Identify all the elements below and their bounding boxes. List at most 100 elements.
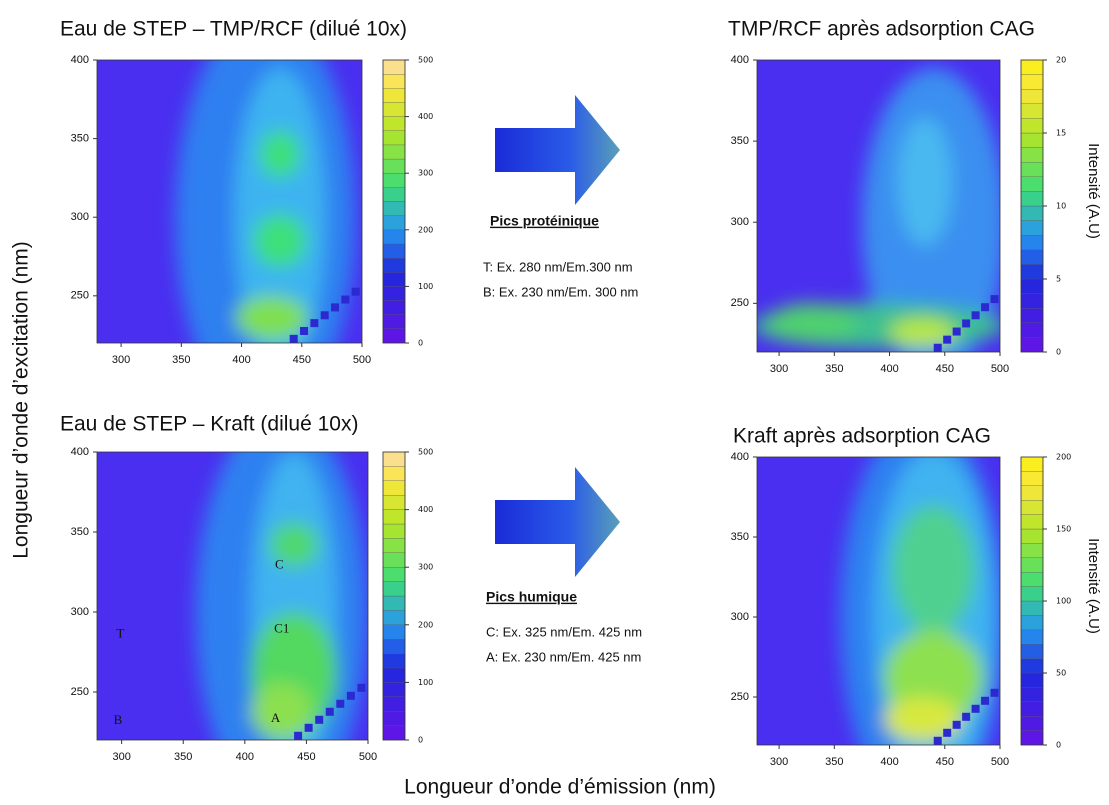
colorbar-band <box>1020 74 1044 90</box>
scatter-band <box>943 728 952 737</box>
colorbar-band <box>1020 293 1044 309</box>
colorbar-tick-label: 5 <box>1056 275 1061 284</box>
colorbar-tick-label: 200 <box>1056 453 1071 462</box>
colorbar-tick-label: 50 <box>1056 669 1066 678</box>
contour-region <box>269 522 319 568</box>
colorbar-band <box>1020 456 1044 472</box>
colorbar-band <box>1020 278 1044 294</box>
y-tick-label: 300 <box>731 611 749 623</box>
y-tick-label: 400 <box>731 451 749 463</box>
scatter-band <box>341 295 350 304</box>
colorbar-tick-label: 300 <box>418 169 433 178</box>
colorbar-band <box>382 257 406 273</box>
colorbar-band <box>382 130 406 146</box>
colorbar-band <box>1020 59 1044 75</box>
colorbar-band <box>1020 118 1044 134</box>
y-tick-label: 250 <box>71 686 89 698</box>
y-tick-label: 400 <box>71 446 89 458</box>
colorbar-band <box>382 300 406 315</box>
contour-field <box>175 60 356 343</box>
scatter-band <box>990 688 999 697</box>
colorbar-band <box>382 451 406 467</box>
y-tick-label: 400 <box>731 54 749 66</box>
colorbar-band <box>1020 672 1044 688</box>
peak-label: A <box>271 710 281 725</box>
y-tick-label: 350 <box>731 135 749 147</box>
x-tick-label: 500 <box>991 756 1009 768</box>
colorbar-band <box>1020 132 1044 148</box>
scatter-band <box>304 723 313 732</box>
contour-region <box>250 682 313 740</box>
x-tick-label: 400 <box>236 751 254 763</box>
colorbar-band <box>382 272 406 287</box>
colorbar-band <box>1020 89 1044 104</box>
colorbar-band <box>382 682 406 697</box>
x-tick-label: 500 <box>991 363 1009 375</box>
colorbar-band <box>382 667 406 683</box>
colorbar-band <box>382 639 406 654</box>
peak-note: A: Ex. 230 nm/Em. 425 nm <box>486 649 641 664</box>
colorbar-tick-label: 300 <box>418 563 433 572</box>
colorbar-band <box>1020 337 1044 353</box>
colorbar-band <box>382 567 406 582</box>
x-tick-label: 500 <box>359 751 377 763</box>
arrow <box>495 95 620 205</box>
colorbar-tick-label: 150 <box>1056 525 1071 534</box>
x-tick-label: 450 <box>936 363 954 375</box>
colorbar-band <box>1020 687 1044 702</box>
colorbar-band <box>1020 485 1044 501</box>
scatter-band <box>971 704 980 713</box>
scatter-band <box>971 311 980 320</box>
x-tick-label: 350 <box>825 363 843 375</box>
y-tick-label: 350 <box>71 133 89 145</box>
contour-region <box>897 116 953 247</box>
scatter-band <box>289 334 298 343</box>
colorbar-band <box>382 509 406 525</box>
y-tick-label: 250 <box>731 297 749 309</box>
y-tick-label: 350 <box>731 531 749 543</box>
colorbar-band <box>382 581 406 597</box>
x-tick-label: 400 <box>880 756 898 768</box>
colorbar-band <box>382 610 406 625</box>
colorbar-tick-label: 200 <box>418 225 433 234</box>
contour-plot <box>97 60 362 343</box>
colorbar-tick-label: 400 <box>418 505 433 514</box>
y-tick-label: 300 <box>71 606 89 618</box>
scatter-band <box>336 699 345 708</box>
colorbar-band <box>1020 249 1044 265</box>
scatter-band <box>943 335 952 344</box>
colorbar-band <box>382 102 406 117</box>
colorbar-label: Intensité (A.U) <box>1085 143 1102 239</box>
peaks-heading: Pics protéinique <box>490 213 599 229</box>
contour-region <box>253 214 307 268</box>
colorbar-band <box>382 314 406 330</box>
scatter-band <box>962 319 971 328</box>
y-tick-label: 400 <box>71 54 89 66</box>
colorbar-band <box>1020 629 1044 645</box>
colorbar-band <box>382 653 406 669</box>
x-tick-label: 300 <box>112 354 130 366</box>
y-tick-label: 250 <box>731 691 749 703</box>
scatter-band <box>325 707 334 716</box>
contour-field <box>839 457 1000 745</box>
colorbar-band <box>1020 658 1044 674</box>
y-tick-label: 350 <box>71 526 89 538</box>
x-tick-label: 500 <box>353 354 371 366</box>
chart-title: TMP/RCF après adsorption CAG <box>728 18 1035 41</box>
contour-plot <box>97 452 368 740</box>
colorbar-band <box>1020 205 1044 221</box>
colorbar-tick-label: 15 <box>1056 129 1066 138</box>
colorbar-tick-label: 500 <box>418 448 433 457</box>
colorbar-band <box>382 595 406 611</box>
colorbar-band <box>1020 557 1044 573</box>
colorbar-band <box>382 466 406 481</box>
y-tick-label: 300 <box>731 216 749 228</box>
colorbar-band <box>1020 615 1044 630</box>
colorbar-band <box>1020 716 1044 731</box>
scatter-band <box>300 326 309 335</box>
colorbar-band <box>382 696 406 712</box>
colorbar-band <box>382 116 406 131</box>
colorbar-band <box>1020 162 1044 177</box>
colorbar-band <box>1020 514 1044 530</box>
